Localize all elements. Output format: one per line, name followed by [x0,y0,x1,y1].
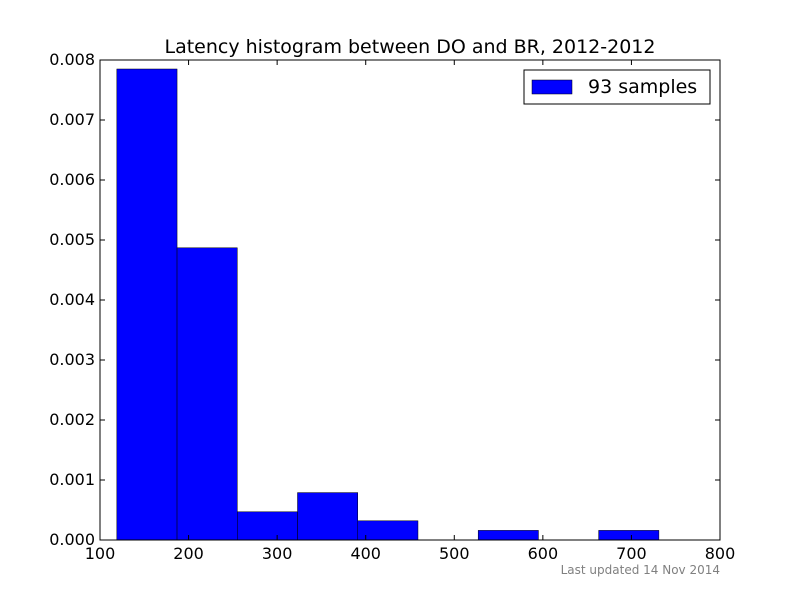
x-tick-label: 500 [439,544,470,563]
histogram-bar-1 [176,247,238,541]
legend-label: 93 samples [588,76,697,98]
histogram-bar-3 [297,492,358,541]
y-tick-label: 0.005 [49,230,95,249]
y-tick-label: 0.002 [49,410,95,429]
x-tick-label: 100 [85,544,116,563]
histogram-bar-8 [598,530,660,541]
y-tick-label: 0.006 [49,170,95,189]
x-tick-label: 800 [705,544,736,563]
x-tick-label: 200 [173,544,204,563]
y-tick-label: 0.000 [49,530,95,549]
x-tick-label: 300 [262,544,293,563]
histogram-bars [116,68,660,541]
y-tick-label: 0.003 [49,350,95,369]
x-tick-label: 600 [528,544,559,563]
y-tick-label: 0.007 [49,110,95,129]
histogram-bar-6 [477,530,539,541]
last-updated-footnote: Last updated 14 Nov 2014 [561,563,720,577]
y-tick-label: 0.001 [49,470,95,489]
y-axis: 0.000 0.001 0.002 0.003 0.004 0.005 0.006 0.007… [49,50,720,549]
x-tick-label: 400 [350,544,381,563]
chart-title: Latency histogram between DO and BR, 201… [165,36,656,58]
y-tick-label: 0.004 [49,290,95,309]
y-tick-label: 0.008 [49,50,95,69]
histogram-bar-0 [116,68,178,541]
histogram-bar-2 [237,511,298,541]
histogram-bar-4 [357,520,419,541]
x-axis: 100 200 300 400 500 600 700 800 [85,60,736,563]
legend-swatch [531,79,573,95]
legend: 93 samples [523,69,711,105]
x-tick-label: 700 [616,544,647,563]
